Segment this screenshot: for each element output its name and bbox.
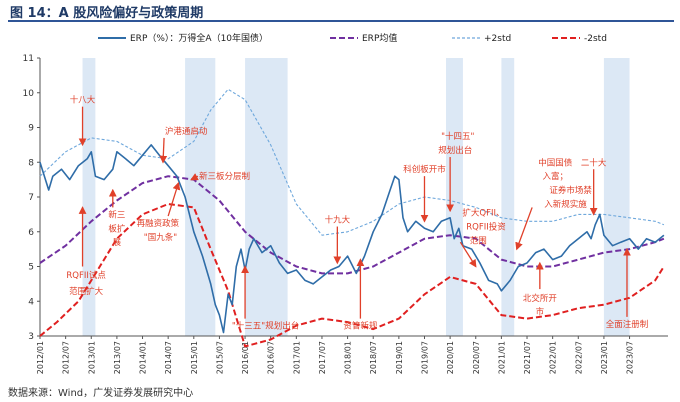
annotation-arrow-3 — [159, 137, 168, 164]
y-tick-label-7: 10 — [23, 89, 35, 99]
annotation-19: 中国国债 — [538, 157, 573, 168]
x-tick-label-7: 2015/07 — [215, 341, 224, 374]
shade-period-4 — [501, 58, 515, 336]
annotation-24: 北交所开 — [523, 293, 558, 304]
x-tick-label-15: 2019/07 — [420, 341, 429, 374]
y-axis: 3 4 5 6 7 8 9 10 11 — [23, 54, 41, 342]
x-tick-label-19: 2021/07 — [523, 341, 532, 374]
x-tick-label-22: 2023/01 — [600, 341, 609, 374]
x-tick-label-13: 2018/07 — [369, 341, 378, 374]
x-tick-label-23: 2023/07 — [626, 341, 635, 374]
annotation-14: "十四五" — [441, 131, 474, 142]
x-tick-label-4: 2014/01 — [139, 341, 148, 374]
annotation-10: "十三五"规划出台 — [232, 321, 299, 332]
annotation-4: 板扩 — [108, 223, 126, 234]
x-tick-label-12: 2018/01 — [344, 341, 353, 374]
y-tick-label-6: 9 — [28, 124, 34, 134]
annotation-arrows — [78, 106, 631, 319]
series-line-plus2 — [39, 88, 665, 236]
title-rule — [8, 20, 674, 22]
x-tick-label-10: 2017/01 — [292, 341, 301, 374]
annotation-0: 十八大 — [70, 95, 96, 106]
shaded-periods — [82, 58, 630, 336]
annotation-15: 规划出台 — [438, 145, 472, 156]
annotation-18: 范围 — [470, 235, 487, 246]
erp-chart: 3 4 5 6 7 8 9 10 11 2012/01 2012/07 2013/01 2013/07… — [23, 32, 668, 374]
x-tick-label-0: 2012/01 — [36, 341, 45, 374]
annotation-23: 二十大 — [581, 157, 607, 168]
y-tick-label-4: 7 — [28, 193, 34, 203]
annotation-1: RQFII试点 — [66, 270, 106, 281]
shade-period-3 — [446, 58, 463, 336]
x-tick-label-16: 2020/01 — [446, 341, 455, 374]
x-tick-label-5: 2014/07 — [164, 341, 173, 374]
legend-label-mean: ERP均值 — [362, 32, 397, 44]
y-tick-label-3: 6 — [28, 228, 34, 238]
annotation-11: 十九大 — [325, 215, 351, 226]
x-tick-label-14: 2019/01 — [395, 341, 404, 374]
y-tick-label-2: 5 — [28, 263, 34, 273]
annotation-9: 新三板分层制 — [199, 171, 250, 182]
annotation-12: 资管新规 — [343, 321, 378, 332]
x-tick-label-1: 2012/07 — [62, 341, 71, 374]
shade-period-5 — [603, 58, 630, 336]
legend-label-minus2: -2std — [584, 34, 607, 44]
annotation-arrow-11 — [459, 241, 477, 268]
annotation-arrow-12 — [515, 207, 533, 251]
y-tick-label-5: 8 — [28, 158, 34, 168]
shade-period-2 — [245, 58, 288, 336]
shade-period-1 — [185, 58, 216, 336]
x-tick-label-2: 2013/01 — [87, 341, 96, 374]
annotation-13: 科创板开市 — [403, 164, 446, 175]
x-tick-label-20: 2022/01 — [549, 341, 558, 374]
x-tick-label-21: 2022/07 — [574, 341, 583, 374]
shade-period-0 — [82, 58, 96, 336]
y-tick-label-1: 4 — [28, 297, 34, 307]
annotation-6: 沪港通启动 — [165, 126, 208, 137]
x-tick-label-8: 2016/01 — [241, 341, 250, 374]
series-lines — [39, 88, 665, 348]
x-tick-label-17: 2020/07 — [472, 341, 481, 374]
x-tick-label-9: 2016/07 — [267, 341, 276, 374]
annotation-22: 入新规实施 — [544, 199, 587, 210]
x-axis: 2012/01 2012/07 2013/01 2013/07 2014/01 2014/… — [36, 335, 668, 374]
y-tick-label-0: 3 — [28, 332, 34, 342]
x-tick-label-11: 2017/07 — [318, 341, 327, 374]
annotation-8: "国九条" — [144, 232, 177, 243]
legend: ERP（%）：万得全A（10年国债） ERP均值 +2std -2std — [98, 32, 607, 44]
y-tick-label-8: 11 — [23, 54, 34, 64]
annotation-16: 扩大QFII、 — [462, 208, 504, 219]
annotation-21: 证券市场禁 — [549, 185, 592, 196]
annotation-26: 全面注册制 — [606, 319, 649, 330]
annotation-5: 展 — [113, 238, 122, 248]
annotation-7: 再融资政策 — [137, 218, 180, 229]
series-line-minus2 — [39, 203, 665, 348]
figure-source: 数据来源：Wind，广发证券发展研究中心 — [8, 388, 194, 399]
x-tick-label-6: 2015/01 — [190, 341, 199, 374]
annotation-arrow-5 — [190, 173, 199, 181]
legend-label-plus2: +2std — [484, 34, 511, 44]
annotation-17: RQFII投资 — [466, 222, 506, 233]
annotation-25: 市 — [536, 307, 545, 318]
annotation-2: 范围扩大 — [69, 286, 104, 297]
series-line-erp — [39, 144, 665, 334]
x-tick-label-3: 2013/07 — [113, 341, 122, 374]
x-tick-label-18: 2021/01 — [497, 341, 506, 374]
legend-label-erp: ERP（%）：万得全A（10年国债） — [130, 32, 268, 44]
annotation-3: 新三 — [108, 209, 125, 220]
figure-title: 图 14：A 股风险偏好与政策周期 — [10, 6, 204, 21]
annotation-arrow-4 — [167, 181, 181, 217]
annotation-20: 入富； — [542, 171, 568, 182]
